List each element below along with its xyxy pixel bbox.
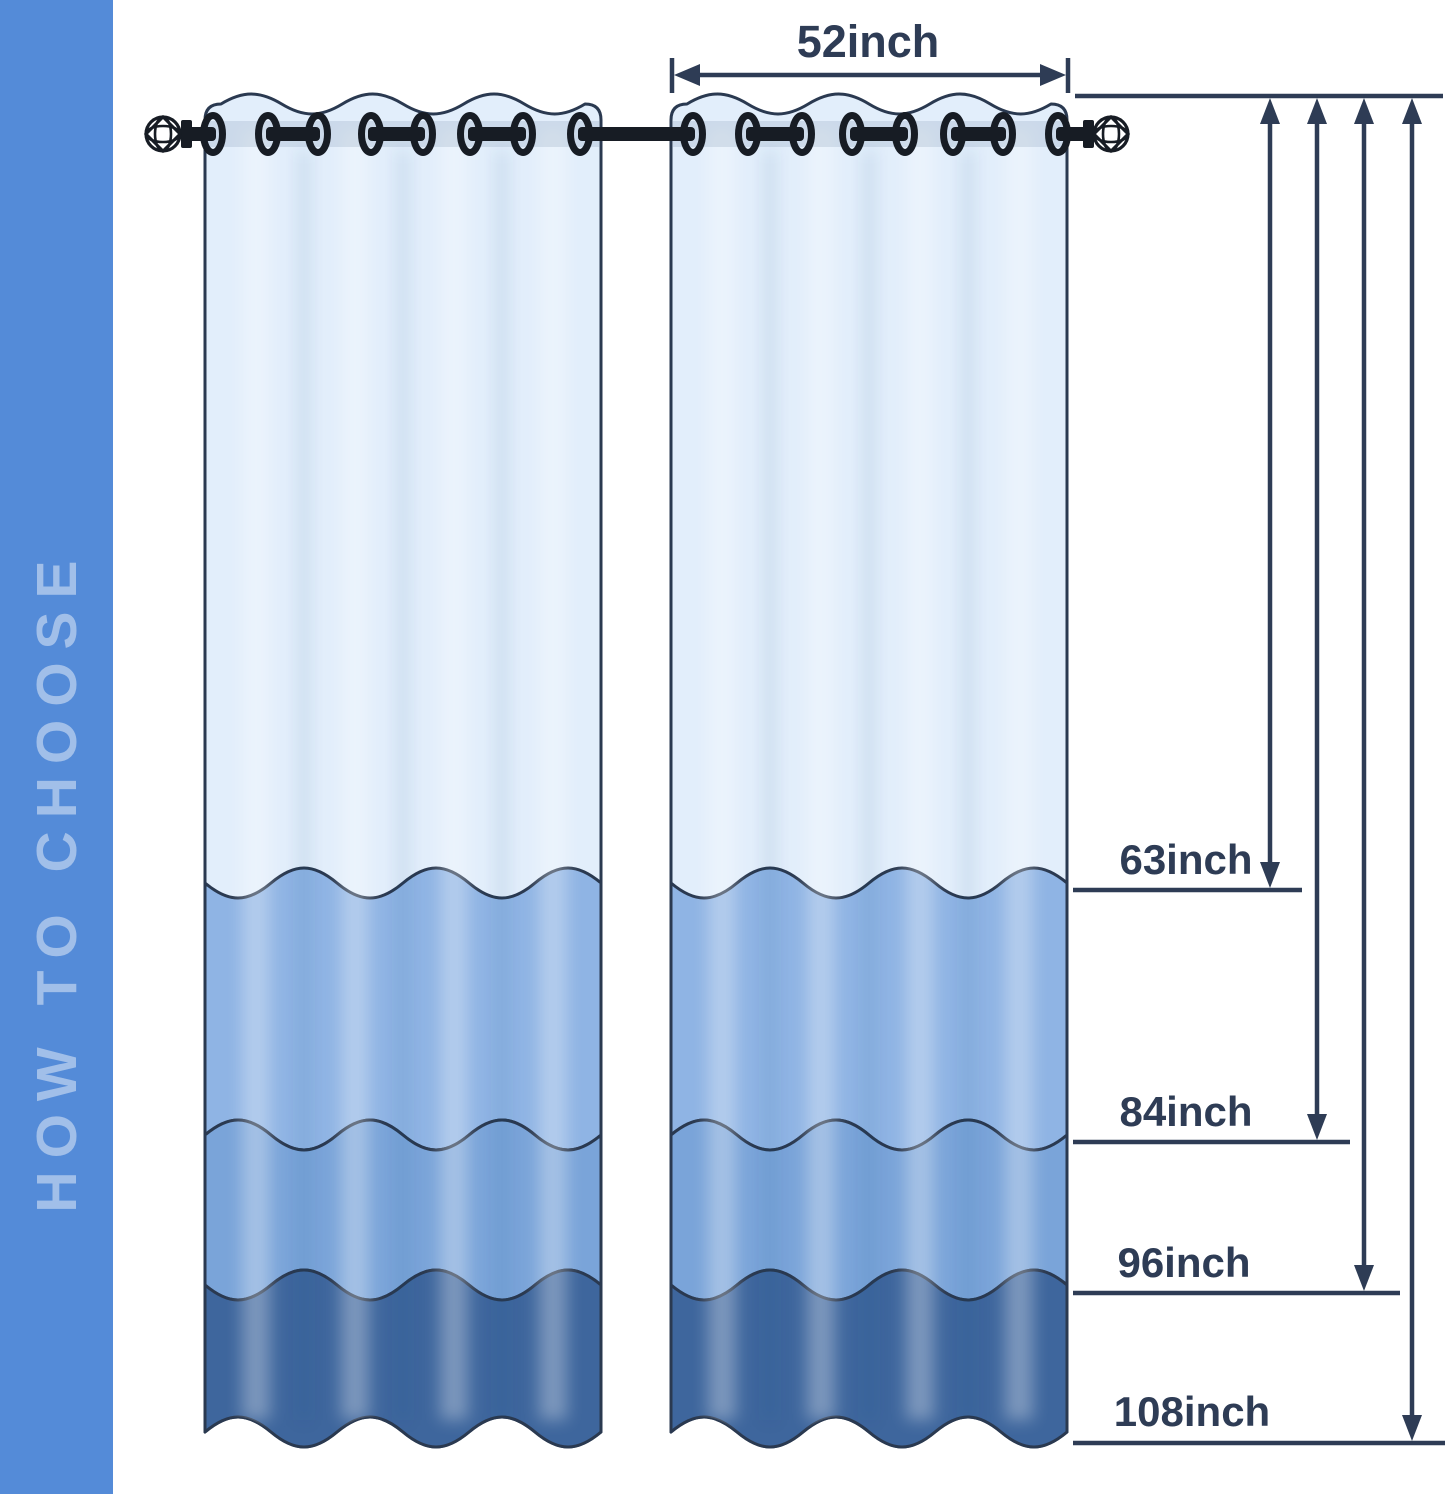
length-84inch-label: 84inch [1119,1088,1253,1135]
length-measurement-arrows [1073,98,1445,1446]
length-108inch-label: 108inch [1113,1388,1271,1435]
right-curtain-panel [669,92,1069,1449]
fabric-fold-shading [708,128,1033,1420]
right-finial-icon [1091,114,1131,154]
length-96inch-label: 96inch [1117,1239,1251,1286]
length-63inch-label: 63inch [1119,836,1253,883]
width-52inch-label: 52inch [796,16,940,67]
fabric-fold-shading [242,128,567,1420]
left-curtain-panel [203,92,603,1449]
sidebar: HOW TO CHOOSE [0,0,113,1494]
width-measurement-arrow [669,58,1071,93]
left-finial-icon [143,114,183,154]
curtain-rod [143,112,1131,156]
